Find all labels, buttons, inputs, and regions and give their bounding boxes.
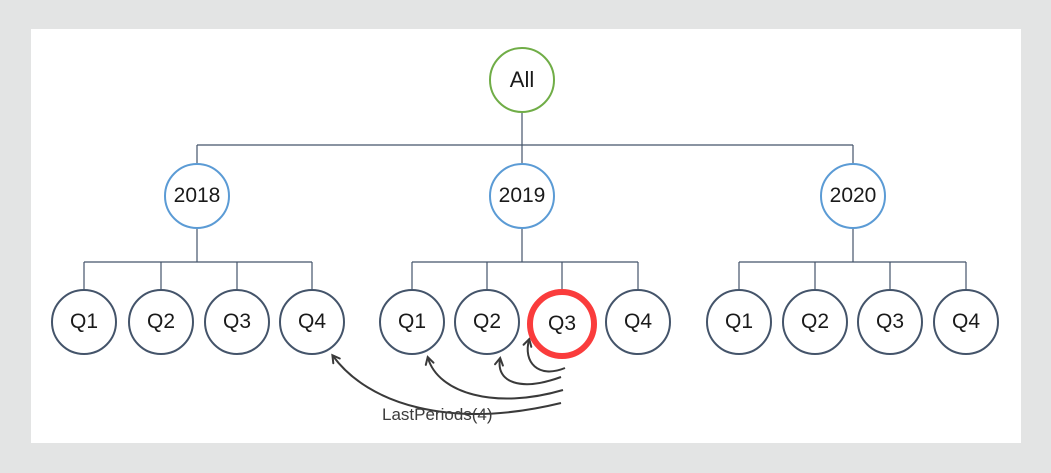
node-all: All [489, 47, 555, 113]
node-label: Q4 [623, 310, 652, 333]
node-label: Q3 [222, 310, 251, 333]
node-2019-q1: Q1 [379, 289, 445, 355]
node-2019-q3-highlighted: Q3 [527, 289, 597, 359]
node-year-2018: 2018 [164, 163, 230, 229]
node-label: All [509, 67, 535, 92]
node-2018-q3: Q3 [204, 289, 270, 355]
node-label: Q1 [69, 310, 98, 333]
node-label: Q2 [472, 310, 501, 333]
node-2018-q4: Q4 [279, 289, 345, 355]
node-label: Q2 [146, 310, 175, 333]
lastperiods-label: LastPeriods(4) [382, 405, 493, 424]
node-2018-q2: Q2 [128, 289, 194, 355]
node-2019-q4: Q4 [605, 289, 671, 355]
node-label: Q4 [297, 310, 326, 333]
node-label: Q3 [547, 312, 576, 335]
node-label: 2018 [173, 184, 221, 207]
node-2020-q3: Q3 [857, 289, 923, 355]
node-label: Q2 [800, 310, 829, 333]
node-year-2019: 2019 [489, 163, 555, 229]
node-2020-q1: Q1 [706, 289, 772, 355]
node-2020-q4: Q4 [933, 289, 999, 355]
node-2020-q2: Q2 [782, 289, 848, 355]
node-label: 2019 [498, 184, 546, 207]
node-label: Q1 [397, 310, 426, 333]
node-2019-q2: Q2 [454, 289, 520, 355]
node-2018-q1: Q1 [51, 289, 117, 355]
node-label: 2020 [829, 184, 877, 207]
node-label: Q3 [875, 310, 904, 333]
node-label: Q1 [724, 310, 753, 333]
node-year-2020: 2020 [820, 163, 886, 229]
node-label: Q4 [951, 310, 980, 333]
